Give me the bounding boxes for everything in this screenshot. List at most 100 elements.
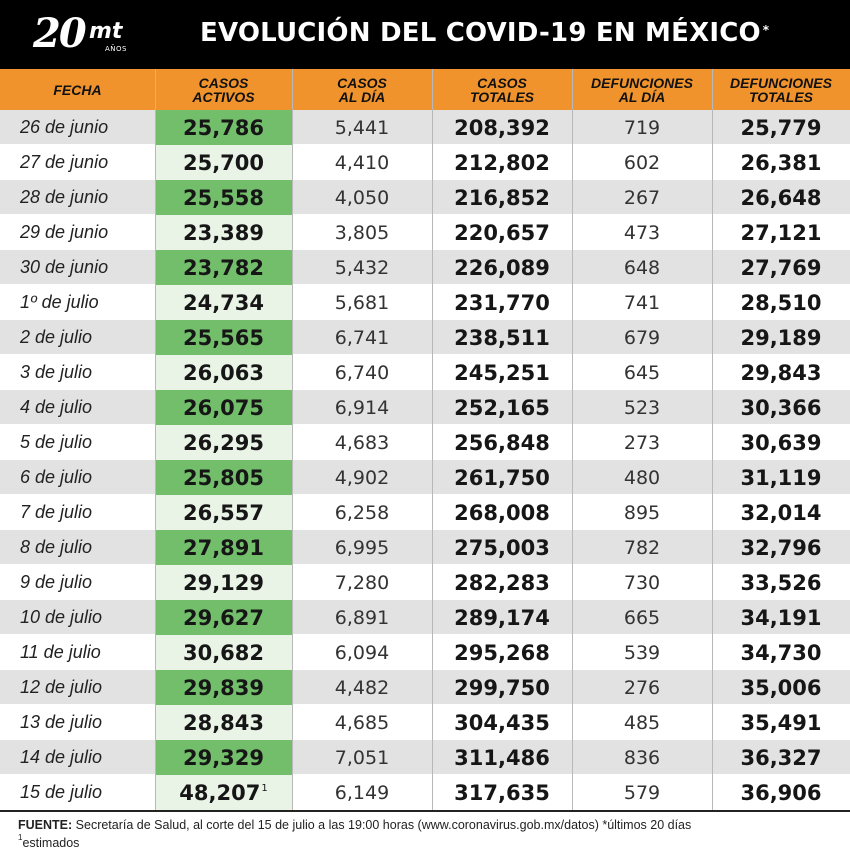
table-row: 15 de julio 48,207 1 6,149 317,635 579 36,906 — [0, 775, 850, 810]
cell-fecha: 8 de julio — [0, 530, 155, 565]
cell-defunciones-totales: 34,191 — [712, 600, 850, 635]
cell-fecha-value: 27 de junio — [20, 152, 109, 172]
cell-casos-activos: 27,891 — [155, 530, 292, 565]
cell-defunciones-totales: 33,526 — [712, 565, 850, 600]
table-row: 11 de julio 30,682 6,094 295,268 539 34,730 — [0, 635, 850, 670]
cell-casos-activos-value: 48,207 — [179, 780, 261, 805]
cell-defunciones-al-dia: 719 — [572, 110, 712, 145]
cell-casos-totales-value: 220,657 — [454, 220, 550, 245]
page-title: EVOLUCIÓN DEL COVID-19 EN MÉXICO * — [200, 16, 769, 50]
cell-casos-totales-value: 311,486 — [454, 745, 550, 770]
cell-casos-activos-value: 27,891 — [182, 535, 265, 560]
cell-defunciones-totales-value: 25,779 — [740, 115, 822, 140]
table-row: 28 de junio 25,558 4,050 216,852 267 26,648 — [0, 180, 850, 215]
cell-casos-activos: 48,207 1 — [155, 775, 292, 810]
cell-casos-activos-value: 24,734 — [182, 290, 265, 315]
cell-fecha-value: 15 de julio — [20, 782, 103, 802]
cell-casos-totales: 282,283 — [432, 565, 572, 600]
cell-casos-totales: 295,268 — [432, 635, 572, 670]
table-row: 9 de julio 29,129 7,280 282,283 730 33,526 — [0, 565, 850, 600]
cell-defunciones-totales: 29,843 — [712, 355, 850, 390]
cell-casos-al-dia: 6,094 — [292, 635, 432, 670]
cell-defunciones-al-dia: 836 — [572, 740, 712, 775]
cell-fecha: 4 de julio — [0, 390, 155, 425]
column-divider — [292, 69, 293, 810]
cell-casos-activos: 25,558 — [155, 180, 292, 215]
cell-casos-activos: 26,063 — [155, 355, 292, 390]
cell-casos-totales-value: 289,174 — [454, 605, 550, 630]
cell-defunciones-totales: 27,769 — [712, 250, 850, 285]
cell-defunciones-totales: 25,779 — [712, 110, 850, 145]
table-row: 3 de julio 26,063 6,740 245,251 645 29,843 — [0, 355, 850, 390]
cell-fecha-value: 10 de julio — [20, 607, 103, 627]
cell-defunciones-al-dia-value: 539 — [623, 641, 661, 664]
cell-defunciones-totales-value: 30,366 — [740, 395, 822, 420]
cell-defunciones-totales-value: 27,121 — [740, 220, 822, 245]
cell-defunciones-al-dia: 602 — [572, 145, 712, 180]
cell-defunciones-totales: 26,648 — [712, 180, 850, 215]
cell-casos-totales: 231,770 — [432, 285, 572, 320]
cell-defunciones-totales-value: 30,639 — [740, 430, 822, 455]
cell-casos-activos: 25,700 — [155, 145, 292, 180]
cell-casos-al-dia-value: 6,741 — [334, 326, 390, 349]
cell-defunciones-totales-value: 34,191 — [740, 605, 822, 630]
cell-casos-totales: 289,174 — [432, 600, 572, 635]
cell-defunciones-al-dia-value: 485 — [623, 711, 661, 734]
cell-casos-al-dia: 5,681 — [292, 285, 432, 320]
title-bar: 20 mt AÑOS EVOLUCIÓN DEL COVID-19 EN MÉX… — [0, 0, 850, 69]
cell-casos-activos-value: 28,843 — [182, 710, 265, 735]
cell-defunciones-totales-value: 32,014 — [740, 500, 822, 525]
footer-source: Secretaría de Salud, al corte del 15 de … — [75, 818, 692, 832]
cell-defunciones-totales-value: 32,796 — [740, 535, 822, 560]
cell-casos-activos: 26,295 — [155, 425, 292, 460]
cell-defunciones-al-dia: 579 — [572, 775, 712, 810]
cell-fecha-value: 4 de julio — [20, 397, 93, 417]
cell-casos-al-dia: 6,740 — [292, 355, 432, 390]
cell-fecha-value: 2 de julio — [20, 327, 93, 347]
cell-defunciones-al-dia-value: 741 — [623, 291, 661, 314]
cell-fecha: 29 de junio — [0, 215, 155, 250]
cell-casos-totales: 245,251 — [432, 355, 572, 390]
cell-fecha-value: 13 de julio — [20, 712, 103, 732]
cell-casos-totales: 261,750 — [432, 460, 572, 495]
cell-casos-al-dia: 4,683 — [292, 425, 432, 460]
cell-defunciones-al-dia-value: 719 — [623, 116, 661, 139]
cell-casos-al-dia-value: 6,094 — [334, 641, 390, 664]
header-casos-activos: CASOS ACTIVOS — [192, 74, 255, 105]
cell-casos-totales: 238,511 — [432, 320, 572, 355]
cell-casos-totales-value: 282,283 — [454, 570, 550, 595]
cell-casos-al-dia: 6,891 — [292, 600, 432, 635]
cell-defunciones-al-dia-value: 480 — [623, 466, 661, 489]
source-footer: FUENTE: Secretaría de Salud, al corte de… — [0, 810, 850, 850]
cell-defunciones-totales: 26,381 — [712, 145, 850, 180]
cell-casos-totales-value: 238,511 — [454, 325, 550, 350]
cell-fecha: 9 de julio — [0, 565, 155, 600]
cell-defunciones-al-dia-value: 782 — [623, 536, 661, 559]
cell-casos-totales: 216,852 — [432, 180, 572, 215]
logo-number: 20 — [33, 10, 87, 57]
cell-defunciones-al-dia-value: 276 — [623, 676, 661, 699]
column-divider — [572, 69, 573, 810]
cell-casos-al-dia: 4,685 — [292, 705, 432, 740]
cell-fecha-value: 5 de julio — [20, 432, 93, 452]
cell-defunciones-totales-value: 27,769 — [740, 255, 822, 280]
cell-fecha-value: 30 de junio — [20, 257, 109, 277]
page-title-text: EVOLUCIÓN DEL COVID-19 EN MÉXICO — [200, 18, 761, 48]
cell-casos-al-dia: 5,432 — [292, 250, 432, 285]
column-divider — [155, 69, 156, 810]
cell-casos-activos-value: 30,682 — [182, 640, 265, 665]
cell-casos-al-dia-value: 5,432 — [334, 256, 390, 279]
cell-defunciones-al-dia: 523 — [572, 390, 712, 425]
cell-fecha: 10 de julio — [0, 600, 155, 635]
cell-casos-al-dia: 6,914 — [292, 390, 432, 425]
cell-defunciones-totales-value: 34,730 — [740, 640, 822, 665]
cell-defunciones-totales: 32,014 — [712, 495, 850, 530]
cell-casos-al-dia-value: 6,258 — [334, 501, 390, 524]
title-footnote-mark: * — [762, 23, 770, 37]
footer-note-line: 1estimados — [18, 833, 79, 850]
cell-fecha: 15 de julio — [0, 775, 155, 810]
cell-casos-al-dia: 4,902 — [292, 460, 432, 495]
cell-fecha: 27 de junio — [0, 145, 155, 180]
cell-defunciones-al-dia-value: 645 — [623, 361, 661, 384]
cell-casos-activos-value: 25,565 — [182, 325, 265, 350]
